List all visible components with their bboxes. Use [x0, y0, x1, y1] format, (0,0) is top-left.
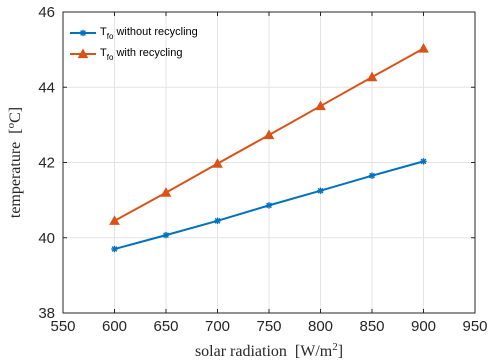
legend-label: Tfo without recycling: [100, 26, 198, 41]
x-axis-label: solar radiation [W/m2]: [195, 341, 343, 360]
legend-label-name: T: [100, 26, 107, 38]
y-axis-label-unit-sup: o: [5, 122, 17, 128]
x-axis-ticks: 550 600 650 700 750 800 850 900 950: [50, 12, 488, 335]
legend-label-suffix: with recycling: [113, 47, 182, 59]
series-group: [109, 42, 429, 253]
x-axis-label-unit-sup: 2: [332, 341, 338, 353]
legend-label-subscript: fo: [107, 53, 114, 62]
legend-label-name: T: [100, 47, 107, 59]
marker-stroke: [420, 158, 427, 165]
marker-stroke: [317, 187, 324, 194]
marker-stroke: [214, 217, 221, 224]
x-tick-label: 650: [153, 318, 178, 335]
x-tick-label: 750: [256, 318, 281, 335]
x-axis-label-unit-close: ]: [338, 343, 343, 360]
marker-stroke: [266, 202, 272, 209]
x-tick-label: 850: [359, 318, 384, 335]
y-tick-label: 38: [38, 305, 55, 322]
x-axis-label-text: solar radiation: [195, 343, 287, 360]
triangle-marker: [77, 48, 89, 59]
asterisk-marker: [214, 217, 221, 225]
y-axis-label: temperature [oC]: [5, 107, 24, 218]
triangle-marker: [109, 215, 120, 225]
x-tick-label: 800: [308, 318, 333, 335]
series-1: [111, 158, 427, 253]
marker-stroke: [163, 232, 169, 239]
x-tick-label: 550: [50, 318, 75, 335]
asterisk-marker: [420, 158, 427, 165]
triangle-marker: [212, 158, 223, 168]
triangle-marker: [315, 100, 326, 111]
triangle-marker: [418, 42, 429, 53]
triangle-marker: [366, 71, 378, 82]
y-tick-label: 40: [38, 230, 55, 247]
asterisk-marker: [162, 231, 170, 239]
x-tick-label: 950: [462, 318, 487, 335]
legend-item: Tfo without recycling: [70, 26, 198, 41]
y-tick-label: 46: [38, 4, 55, 21]
asterisk-marker: [317, 187, 324, 194]
marker-stroke: [111, 246, 118, 252]
y-axis-label-unit-open: [: [7, 128, 24, 133]
asterisk-marker: [265, 202, 273, 209]
y-axis-label-unit-close: C]: [7, 107, 24, 123]
y-axis-label-text: temperature: [7, 142, 24, 218]
x-tick-label: 900: [411, 318, 436, 335]
triangle-marker: [263, 129, 275, 140]
legend-item: Tfo with recycling: [70, 47, 182, 62]
asterisk-marker: [111, 245, 118, 253]
marker-stroke: [369, 172, 375, 179]
triangle-marker: [160, 187, 172, 197]
legend-label-suffix: without recycling: [113, 26, 197, 38]
y-tick-label: 42: [38, 155, 55, 172]
x-axis-label-unit: [W/m: [295, 343, 333, 360]
legend-label-subscript: fo: [107, 32, 114, 41]
y-tick-label: 44: [38, 79, 55, 96]
series-2: [109, 42, 429, 225]
asterisk-marker: [368, 172, 376, 179]
asterisk-marker: [79, 29, 87, 37]
x-tick-label: 700: [205, 318, 230, 335]
x-tick-label: 600: [102, 318, 127, 335]
marker-stroke: [80, 30, 86, 36]
legend-label: Tfo with recycling: [100, 47, 182, 62]
y-axis-ticks: 38 40 42 44 46: [38, 4, 475, 322]
